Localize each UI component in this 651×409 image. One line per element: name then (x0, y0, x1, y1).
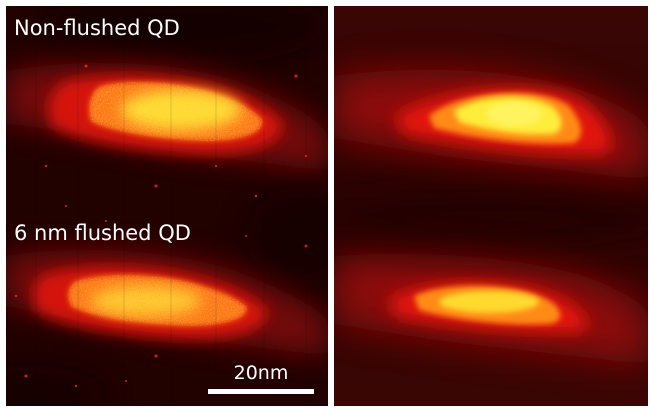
simulated-image (334, 6, 648, 406)
measured-image-panel: Non-flushed QD 6 nm flushed QD 20nm (6, 6, 328, 406)
scale-bar (208, 389, 314, 394)
top-qd-label: Non-flushed QD (14, 16, 180, 40)
bottom-qd-label: 6 nm flushed QD (14, 221, 191, 245)
simulated-image-panel (334, 6, 648, 406)
scale-bar-label: 20nm (233, 362, 289, 384)
measured-image (6, 6, 328, 406)
